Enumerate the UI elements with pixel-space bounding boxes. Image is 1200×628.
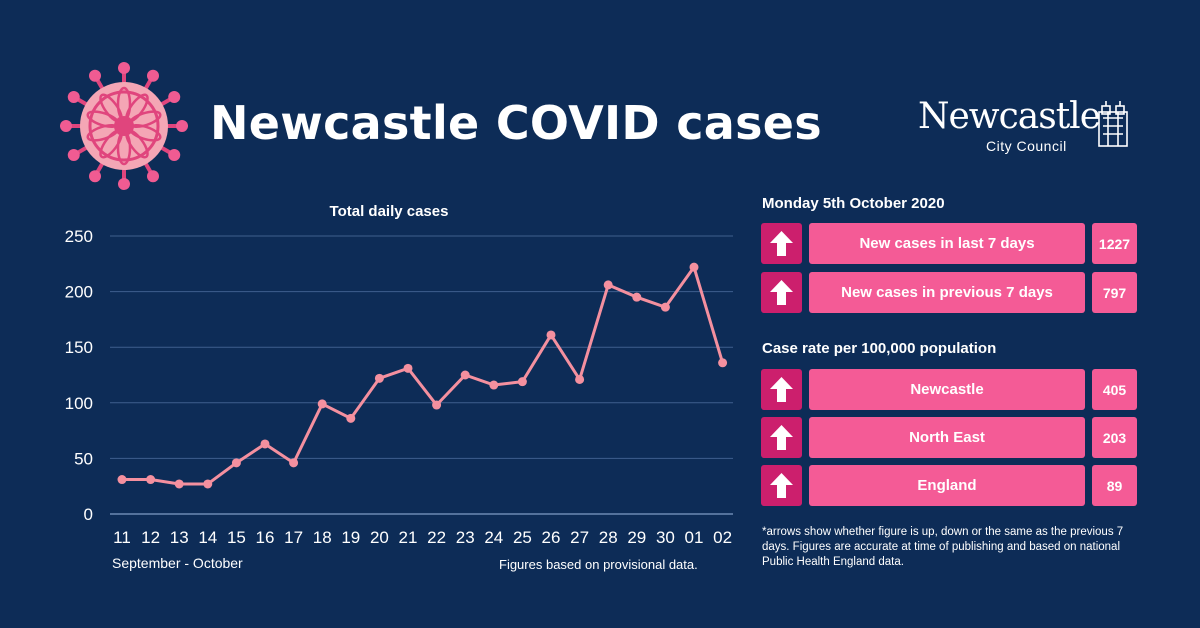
x-tick-label: 29 bbox=[627, 528, 646, 547]
up-arrow-icon bbox=[770, 377, 793, 402]
rate-row-england: England 89 bbox=[761, 465, 1137, 506]
data-point bbox=[317, 399, 327, 409]
data-point bbox=[260, 439, 270, 449]
series-line bbox=[122, 265, 725, 486]
y-tick-label: 200 bbox=[65, 283, 93, 302]
data-point bbox=[460, 370, 470, 380]
x-tick-label: 18 bbox=[313, 528, 332, 547]
rate-row-north-east: North East 203 bbox=[761, 417, 1137, 458]
rate-row-newcastle: Newcastle 405 bbox=[761, 369, 1137, 410]
data-point bbox=[146, 475, 156, 485]
page-title: Newcastle COVID cases bbox=[210, 96, 822, 150]
stat-row-last-7-days: New cases in last 7 days 1227 bbox=[761, 223, 1137, 264]
trend-indicator bbox=[761, 272, 802, 313]
data-point bbox=[203, 479, 213, 489]
data-point bbox=[546, 330, 556, 340]
data-point bbox=[489, 380, 499, 390]
stat-row-previous-7-days: New cases in previous 7 days 797 bbox=[761, 272, 1137, 313]
x-tick-label: 13 bbox=[170, 528, 189, 547]
up-arrow-icon bbox=[770, 425, 793, 450]
rate-label: Newcastle bbox=[809, 369, 1085, 410]
x-tick-label: 27 bbox=[570, 528, 589, 547]
data-point bbox=[575, 374, 585, 384]
council-logo: Newcastle City Council bbox=[918, 96, 1138, 156]
data-point bbox=[689, 262, 699, 272]
logo-sub: City Council bbox=[986, 138, 1067, 154]
stat-value: 1227 bbox=[1092, 223, 1137, 264]
data-point bbox=[289, 458, 299, 468]
trend-indicator bbox=[761, 465, 802, 506]
data-point bbox=[660, 302, 670, 312]
x-tick-label: 21 bbox=[399, 528, 418, 547]
x-tick-label: 11 bbox=[113, 528, 131, 547]
data-point bbox=[403, 363, 413, 373]
y-tick-label: 50 bbox=[74, 449, 93, 468]
up-arrow-icon bbox=[770, 231, 793, 256]
x-tick-label: 16 bbox=[256, 528, 275, 547]
trend-indicator bbox=[761, 369, 802, 410]
rate-value: 203 bbox=[1092, 417, 1137, 458]
chart-title: Total daily cases bbox=[330, 203, 449, 220]
x-tick-label: 30 bbox=[656, 528, 675, 547]
x-tick-label: 24 bbox=[484, 528, 503, 547]
data-point bbox=[346, 413, 356, 423]
data-point bbox=[117, 475, 127, 485]
x-tick-label: 17 bbox=[284, 528, 303, 547]
x-tick-label: 28 bbox=[599, 528, 618, 547]
x-tick-label: 23 bbox=[456, 528, 475, 547]
data-point bbox=[517, 377, 527, 387]
rate-value: 89 bbox=[1092, 465, 1137, 506]
stat-label: New cases in last 7 days bbox=[809, 223, 1085, 264]
council-crest-icon bbox=[1098, 101, 1128, 147]
x-tick-label: 25 bbox=[513, 528, 532, 547]
rate-label: England bbox=[809, 465, 1085, 506]
stat-value: 797 bbox=[1092, 272, 1137, 313]
logo-word: Newcastle bbox=[918, 96, 1101, 137]
x-tick-label: 22 bbox=[427, 528, 446, 547]
x-axis-label: September - October bbox=[112, 555, 243, 571]
data-point bbox=[632, 292, 642, 302]
x-tick-label: 14 bbox=[198, 528, 217, 547]
data-point bbox=[374, 373, 384, 383]
stat-label: New cases in previous 7 days bbox=[809, 272, 1085, 313]
x-tick-label: 01 bbox=[685, 528, 704, 547]
x-tick-label: 02 bbox=[713, 528, 732, 547]
footnote: *arrows show whether figure is up, down … bbox=[762, 526, 1124, 568]
rate-value: 405 bbox=[1092, 369, 1137, 410]
data-point bbox=[231, 458, 241, 468]
daily-cases-chart: Total daily cases 0 50 100 150 200 250 11 12 13… bbox=[65, 203, 733, 547]
rate-heading: Case rate per 100,000 population bbox=[762, 340, 997, 357]
x-tick-label: 12 bbox=[141, 528, 160, 547]
panel-date: Monday 5th October 2020 bbox=[762, 195, 945, 212]
chart-note: Figures based on provisional data. bbox=[499, 557, 698, 572]
up-arrow-icon bbox=[770, 280, 793, 305]
y-tick-label: 100 bbox=[65, 394, 93, 413]
data-point bbox=[603, 280, 613, 290]
up-arrow-icon bbox=[770, 473, 793, 498]
data-point bbox=[718, 358, 728, 368]
trend-indicator bbox=[761, 223, 802, 264]
y-tick-label: 250 bbox=[65, 227, 93, 246]
x-tick-label: 15 bbox=[227, 528, 246, 547]
y-tick-label: 150 bbox=[65, 338, 93, 357]
x-tick-label: 26 bbox=[542, 528, 561, 547]
x-tick-label: 20 bbox=[370, 528, 389, 547]
data-point bbox=[432, 400, 442, 410]
rate-label: North East bbox=[809, 417, 1085, 458]
virus-icon bbox=[60, 62, 188, 190]
data-point bbox=[174, 479, 184, 489]
y-tick-label: 0 bbox=[84, 505, 93, 524]
trend-indicator bbox=[761, 417, 802, 458]
x-tick-label: 19 bbox=[341, 528, 360, 547]
